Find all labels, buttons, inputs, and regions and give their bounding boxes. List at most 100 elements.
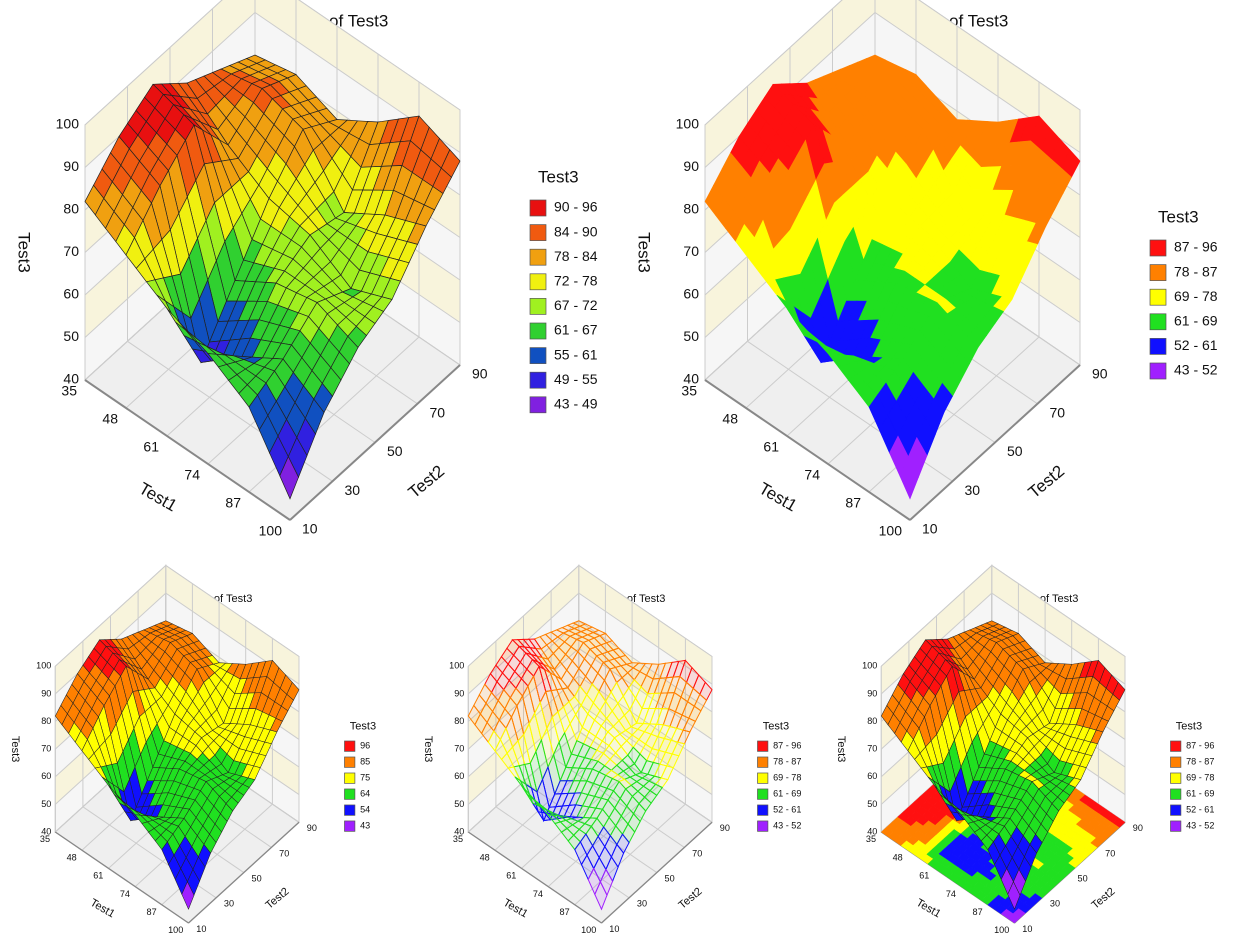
legend-swatch bbox=[1170, 788, 1182, 800]
z-tick-label: 50 bbox=[683, 328, 699, 344]
grid-line bbox=[704, 0, 1081, 126]
y-tick-label: 90 bbox=[472, 366, 488, 382]
z-tick-label: 50 bbox=[41, 799, 51, 809]
z-tick-label: 50 bbox=[63, 328, 79, 344]
surface-cell bbox=[899, 455, 919, 500]
legend-swatch bbox=[529, 273, 547, 291]
legend-label: 84 - 90 bbox=[554, 223, 598, 239]
axis-line bbox=[467, 831, 602, 924]
legend-label: 85 bbox=[360, 757, 370, 767]
legend-swatch bbox=[529, 371, 547, 389]
y-axis-label: Test2 bbox=[405, 461, 448, 502]
y-tick-label: 30 bbox=[965, 482, 981, 498]
x-tick-label: 87 bbox=[973, 907, 983, 917]
surface-chart: Surface Plot of Test34050607080901001030… bbox=[422, 564, 801, 935]
legend-label: 87 - 96 bbox=[1186, 741, 1214, 751]
legend-swatch bbox=[1170, 772, 1182, 784]
x-tick-label: 87 bbox=[147, 907, 157, 917]
z-tick-label: 60 bbox=[867, 771, 877, 781]
legend-title: Test3 bbox=[1176, 721, 1202, 733]
z-tick-label: 50 bbox=[454, 799, 464, 809]
z-tick-label: 40 bbox=[683, 371, 699, 387]
x-tick-label: 74 bbox=[184, 467, 200, 483]
legend-label: 69 - 78 bbox=[1186, 773, 1214, 783]
legend-title: Test3 bbox=[350, 721, 376, 733]
x-tick-label: 48 bbox=[67, 852, 77, 862]
legend-label: 52 - 61 bbox=[1174, 337, 1218, 353]
z-axis-label: Test3 bbox=[835, 736, 847, 762]
legend-label: 43 - 49 bbox=[554, 396, 598, 412]
y-tick-label: 70 bbox=[692, 848, 702, 858]
z-tick-label: 100 bbox=[36, 661, 51, 671]
legend-label: 75 bbox=[360, 773, 370, 783]
x-tick-label: 48 bbox=[722, 411, 738, 427]
x-tick-label: 100 bbox=[994, 925, 1009, 934]
z-axis-label: Test3 bbox=[635, 232, 654, 273]
z-tick-label: 40 bbox=[41, 826, 51, 836]
wall-band bbox=[578, 676, 712, 795]
y-tick-label: 70 bbox=[279, 848, 289, 858]
z-tick-label: 80 bbox=[683, 201, 699, 217]
x-axis-label: Test1 bbox=[756, 479, 801, 516]
legend-swatch bbox=[1170, 756, 1182, 768]
legend-label: 67 - 72 bbox=[554, 297, 598, 313]
legend-swatch bbox=[529, 396, 547, 414]
z-tick-label: 70 bbox=[454, 744, 464, 754]
legend-label: 64 bbox=[360, 789, 370, 799]
z-tick-label: 90 bbox=[454, 688, 464, 698]
y-tick-label: 90 bbox=[307, 823, 317, 833]
legend-swatch bbox=[344, 772, 356, 784]
x-tick-label: 87 bbox=[225, 495, 241, 511]
legend-label: 78 - 87 bbox=[773, 757, 801, 767]
z-tick-label: 90 bbox=[683, 158, 699, 174]
x-tick-label: 100 bbox=[581, 925, 596, 934]
x-tick-label: 35 bbox=[681, 383, 697, 399]
z-tick-label: 80 bbox=[63, 201, 79, 217]
y-tick-label: 10 bbox=[1022, 924, 1032, 934]
z-tick-label: 100 bbox=[449, 661, 464, 671]
x-tick-label: 35 bbox=[453, 834, 463, 844]
legend-label: 61 - 67 bbox=[554, 322, 598, 338]
legend-swatch bbox=[529, 199, 547, 217]
axis-line bbox=[909, 364, 1081, 521]
legend-swatch bbox=[757, 756, 769, 768]
z-tick-label: 100 bbox=[56, 116, 80, 132]
legend-title: Test3 bbox=[1158, 207, 1199, 226]
y-tick-label: 70 bbox=[1050, 404, 1066, 420]
z-tick-label: 40 bbox=[867, 826, 877, 836]
axis-line bbox=[601, 821, 713, 924]
z-tick-label: 60 bbox=[41, 771, 51, 781]
z-tick-label: 100 bbox=[676, 116, 700, 132]
legend-swatch bbox=[344, 820, 356, 832]
surface-cell bbox=[594, 880, 608, 911]
z-tick-label: 80 bbox=[41, 716, 51, 726]
legend-label: 52 - 61 bbox=[1186, 805, 1214, 815]
legend-label: 49 - 55 bbox=[554, 371, 598, 387]
y-axis-label: Test2 bbox=[264, 885, 292, 911]
x-tick-label: 61 bbox=[919, 871, 929, 881]
legend-swatch bbox=[344, 756, 356, 768]
legend-swatch bbox=[1149, 264, 1167, 281]
x-tick-label: 100 bbox=[168, 925, 183, 934]
y-tick-label: 50 bbox=[665, 874, 675, 884]
x-tick-label: 61 bbox=[763, 439, 779, 455]
legend-swatch bbox=[344, 788, 356, 800]
surface-chart: Surface Plot of Test34050607080901001030… bbox=[835, 564, 1214, 935]
y-tick-label: 30 bbox=[224, 899, 234, 909]
surface-chart: Surface Plot of Test34050607080901001030… bbox=[9, 564, 376, 935]
x-tick-label: 48 bbox=[102, 411, 118, 427]
y-tick-label: 10 bbox=[302, 521, 318, 537]
legend-label: 78 - 87 bbox=[1186, 757, 1214, 767]
z-tick-label: 60 bbox=[454, 771, 464, 781]
x-axis-label: Test1 bbox=[914, 897, 943, 921]
z-tick-label: 60 bbox=[63, 286, 79, 302]
y-tick-label: 90 bbox=[1133, 823, 1143, 833]
x-tick-label: 48 bbox=[893, 852, 903, 862]
z-tick-label: 90 bbox=[41, 688, 51, 698]
legend-title: Test3 bbox=[763, 721, 789, 733]
z-tick-label: 80 bbox=[454, 716, 464, 726]
x-tick-label: 61 bbox=[143, 439, 159, 455]
y-tick-label: 10 bbox=[196, 924, 206, 934]
x-axis-label: Test1 bbox=[88, 897, 117, 921]
